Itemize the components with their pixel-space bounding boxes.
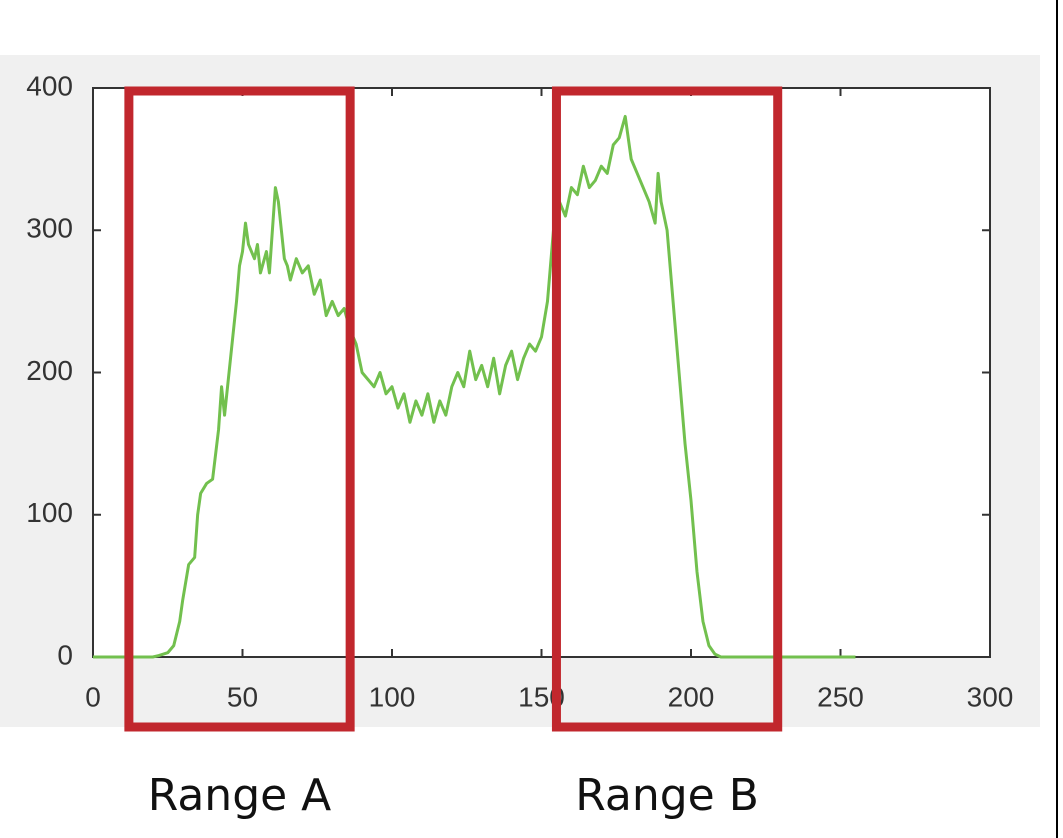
range-label: Range A [148,770,332,821]
y-tick-label: 300 [26,213,73,244]
y-tick-label: 200 [26,355,73,386]
x-tick-label: 200 [668,681,715,712]
x-tick-label: 300 [967,681,1014,712]
y-tick-label: 100 [26,497,73,528]
y-tick-label: 400 [26,70,73,101]
x-tick-label: 50 [227,681,258,712]
x-tick-label: 100 [369,681,416,712]
range-label: Range B [575,770,759,821]
plot-area [92,87,991,658]
data-line [93,114,856,659]
y-tick-label: 0 [57,639,73,670]
x-tick-label: 250 [817,681,864,712]
range-box [124,86,355,732]
range-box [551,86,783,732]
x-tick-label: 0 [85,681,101,712]
